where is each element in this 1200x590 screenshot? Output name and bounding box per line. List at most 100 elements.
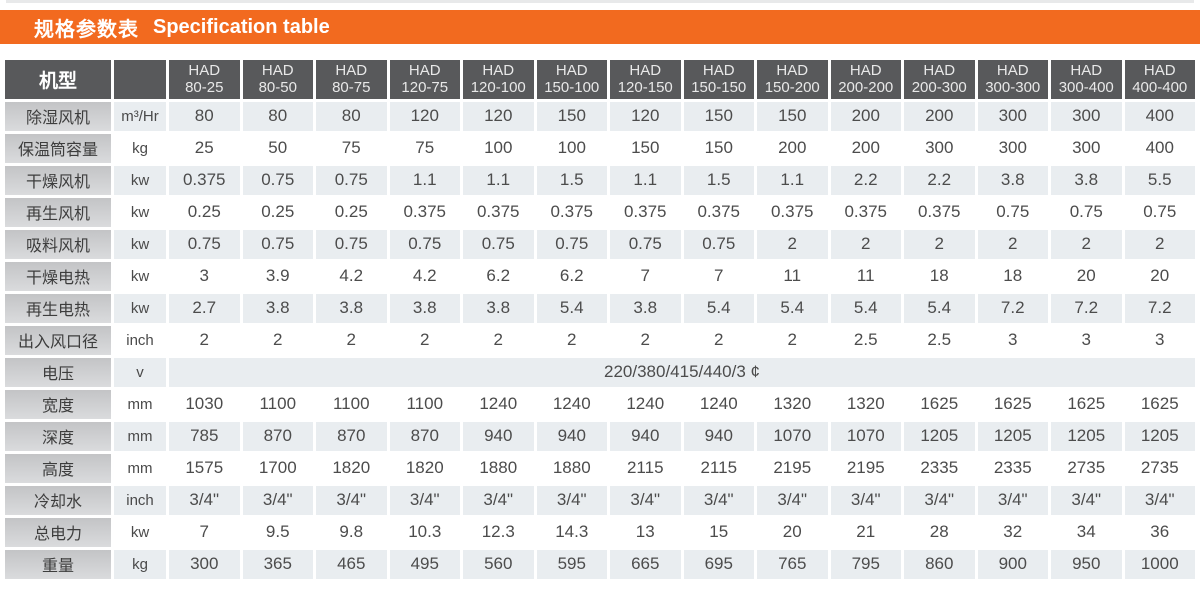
spec-cell: 2: [242, 325, 313, 355]
spec-cell: 2: [683, 325, 754, 355]
column-header-had-80-25: HAD 80-25: [169, 60, 240, 99]
spec-cell: 0.75: [316, 165, 387, 195]
spec-cell: 25: [169, 133, 240, 163]
spec-cell: 2735: [1051, 453, 1122, 483]
row-label: 除湿风机: [5, 101, 111, 131]
spec-cell: 2335: [977, 453, 1048, 483]
spec-cell: 75: [389, 133, 460, 163]
spec-cell: 3/4": [830, 485, 901, 515]
model-series: HAD: [555, 62, 588, 79]
spec-cell: 4.2: [389, 261, 460, 291]
row-unit: kg: [114, 133, 166, 163]
spec-cell: 3.8: [242, 293, 313, 323]
spec-cell: 13: [610, 517, 681, 547]
model-series: HAD: [849, 62, 882, 79]
row-unit: kw: [114, 517, 166, 547]
spec-cell: 2195: [830, 453, 901, 483]
spec-cell: 20: [1124, 261, 1195, 291]
spec-row-5: 吸料风机 kw 0.75 0.75 0.75 0.75 0.75 0.75 0.75 0.75 2 2…: [5, 229, 1195, 259]
column-header-unit: [114, 60, 166, 99]
spec-row-15: 重量 kg 300 365 465 495 560 595 665 695 765 795 860 900…: [5, 549, 1195, 579]
model-series: HAD: [996, 62, 1029, 79]
spec-cell: 3/4": [536, 485, 607, 515]
model-code: 200-300: [911, 79, 967, 97]
spec-cell: 300: [169, 549, 240, 579]
spec-row-14: 总电力 kw 7 9.5 9.8 10.3 12.3 14.3 13 15 20 21 28 32 34 36: [5, 517, 1195, 547]
model-code: 150-150: [691, 79, 747, 97]
spec-cell: 2: [757, 325, 828, 355]
spec-cell: 1.5: [536, 165, 607, 195]
spec-cell: 940: [536, 421, 607, 451]
column-header-had-150-100: HAD 150-100: [536, 60, 607, 99]
spec-cell: 3/4": [1051, 485, 1122, 515]
spec-cell: 0.75: [389, 229, 460, 259]
spec-cell: 0.75: [242, 229, 313, 259]
spec-row-12: 高度 mm 1575 1700 1820 1820 1880 1880 2115 2115 2195…: [5, 453, 1195, 483]
spec-cell: 595: [536, 549, 607, 579]
column-header-had-120-100: HAD 120-100: [463, 60, 534, 99]
spec-row-4: 再生风机 kw 0.25 0.25 0.25 0.375 0.375 0.375 0.375 0.…: [5, 197, 1195, 227]
spec-cell: 2335: [904, 453, 975, 483]
spec-cell: 1880: [536, 453, 607, 483]
spec-cell: 3/4": [757, 485, 828, 515]
spec-cell: 2: [977, 229, 1048, 259]
model-code: 300-400: [1058, 79, 1114, 97]
spec-cell: 120: [610, 101, 681, 131]
spec-cell: 940: [463, 421, 534, 451]
spec-cell: 120: [389, 101, 460, 131]
spec-cell: 15: [683, 517, 754, 547]
row-label: 冷却水: [5, 485, 111, 515]
spec-cell: 3/4": [389, 485, 460, 515]
spec-cell: 560: [463, 549, 534, 579]
row-label: 吸料风机: [5, 229, 111, 259]
model-code: 80-50: [258, 79, 297, 97]
spec-cell: 2735: [1124, 453, 1195, 483]
spec-cell: 7.2: [1051, 293, 1122, 323]
spec-cell: 1575: [169, 453, 240, 483]
spec-row-6: 干燥电热 kw 3 3.9 4.2 4.2 6.2 6.2 7 7 11 11 18 18 20 20: [5, 261, 1195, 291]
spec-cell-merged: 220/380/415/440/3 ¢: [169, 357, 1195, 387]
spec-cell: 200: [830, 133, 901, 163]
spec-cell: 1320: [830, 389, 901, 419]
spec-row-13: 冷却水 inch 3/4" 3/4" 3/4" 3/4" 3/4" 3/4" 3/4" 3/4" 3…: [5, 485, 1195, 515]
spec-cell: 150: [683, 101, 754, 131]
spec-cell: 0.375: [536, 197, 607, 227]
spec-cell: 1625: [977, 389, 1048, 419]
row-unit: kg: [114, 549, 166, 579]
spec-cell: 5.4: [904, 293, 975, 323]
spec-cell: 0.75: [536, 229, 607, 259]
spec-cell: 1820: [389, 453, 460, 483]
spec-row-1: 除湿风机 m³/Hr 80 80 80 120 120 150 120 150 150 200 200 3…: [5, 101, 1195, 131]
spec-cell: 20: [1051, 261, 1122, 291]
spec-cell: 7: [169, 517, 240, 547]
spec-cell: 3/4": [1124, 485, 1195, 515]
spec-cell: 32: [977, 517, 1048, 547]
column-header-had-200-200: HAD 200-200: [830, 60, 901, 99]
spec-cell: 0.25: [316, 197, 387, 227]
spec-cell: 1240: [463, 389, 534, 419]
spec-cell: 150: [536, 101, 607, 131]
spec-cell: 2.2: [830, 165, 901, 195]
spec-cell: 0.375: [169, 165, 240, 195]
spec-cell: 9.8: [316, 517, 387, 547]
spec-cell: 465: [316, 549, 387, 579]
spec-cell: 2: [389, 325, 460, 355]
spec-cell: 2.7: [169, 293, 240, 323]
spec-cell: 1.1: [463, 165, 534, 195]
spec-cell: 870: [389, 421, 460, 451]
column-header-had-150-200: HAD 150-200: [757, 60, 828, 99]
spec-row-2: 保温筒容量 kg 25 50 75 75 100 100 150 150 200 200 300 300 3…: [5, 133, 1195, 163]
spec-cell: 3/4": [242, 485, 313, 515]
model-series: HAD: [1070, 62, 1103, 79]
spec-cell: 75: [316, 133, 387, 163]
spec-cell: 1.1: [757, 165, 828, 195]
spec-cell: 2: [463, 325, 534, 355]
spec-cell: 11: [757, 261, 828, 291]
spec-cell: 795: [830, 549, 901, 579]
spec-cell: 150: [683, 133, 754, 163]
spec-cell: 2: [610, 325, 681, 355]
spec-cell: 2.2: [904, 165, 975, 195]
column-header-had-80-50: HAD 80-50: [242, 60, 313, 99]
spec-cell: 400: [1124, 133, 1195, 163]
spec-cell: 5.4: [683, 293, 754, 323]
